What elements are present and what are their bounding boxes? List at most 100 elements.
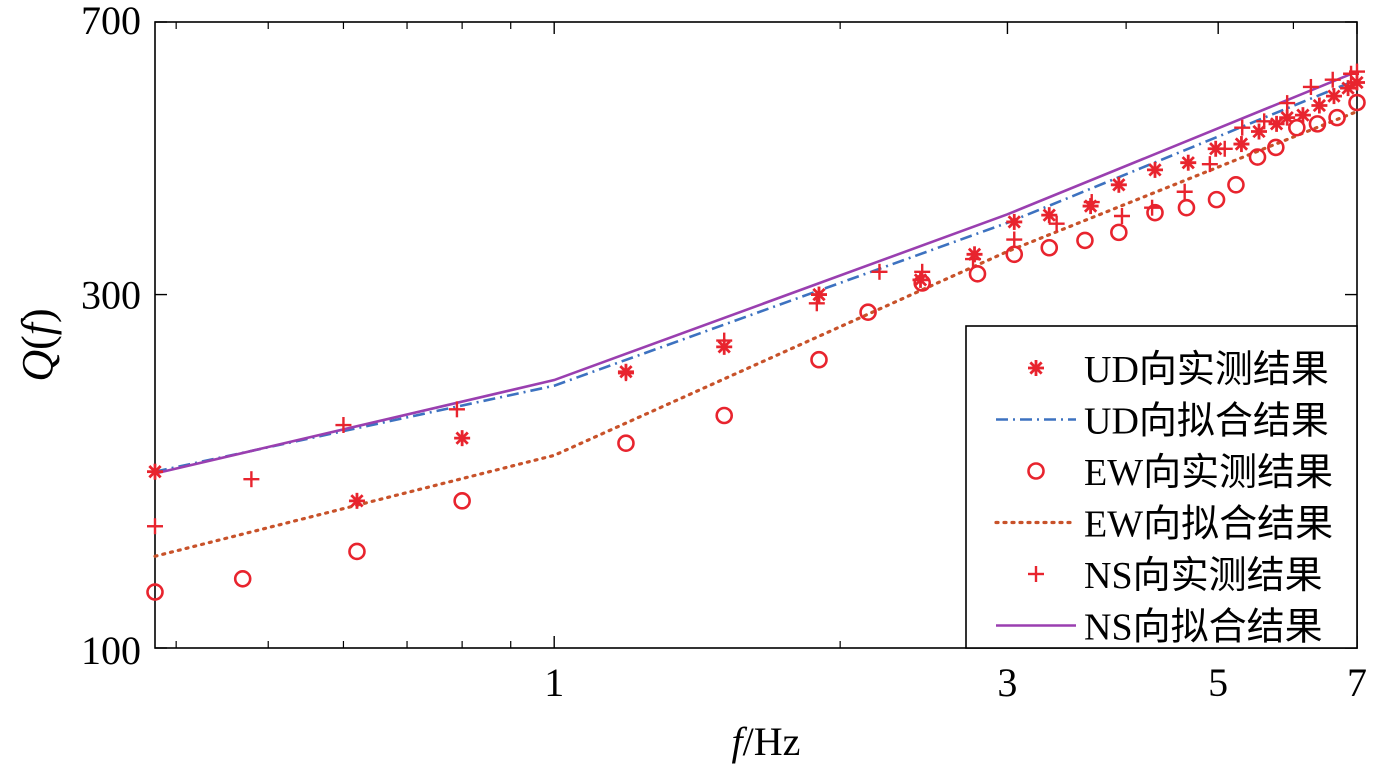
x-tick-label: 3 <box>997 660 1017 705</box>
data-point-circle-shape <box>1348 93 1366 112</box>
data-point-circle <box>1076 231 1094 250</box>
data-point-asterisk <box>1340 80 1357 97</box>
legend-marker-asterisk <box>1028 360 1044 376</box>
legend-label: NS向实测结果 <box>1084 555 1323 597</box>
y-axis-label-func: Q <box>13 350 62 382</box>
data-point-circle <box>1328 108 1346 127</box>
data-point-plus <box>243 471 260 488</box>
data-point-circle <box>1207 190 1226 209</box>
legend-marker-asterisk-arm <box>1029 361 1043 375</box>
data-point-asterisk <box>1279 109 1296 126</box>
y-tick-label: 100 <box>81 628 141 673</box>
legend-marker-circle-shape <box>1027 462 1045 480</box>
data-point-circle-shape <box>1110 223 1128 242</box>
data-point-circle-shape <box>146 583 164 601</box>
data-point-plus <box>335 417 352 434</box>
data-point-asterisk-arm <box>1234 137 1249 151</box>
series-line <box>154 78 1358 473</box>
data-point-asterisk-arm <box>812 287 826 302</box>
x-tick-label: 1 <box>544 660 564 705</box>
data-point-plus <box>965 251 982 268</box>
data-point-circle <box>453 492 471 510</box>
data-point-circle <box>348 542 366 561</box>
data-point-asterisk <box>147 463 163 480</box>
data-point-asterisk-arm <box>1252 124 1266 139</box>
data-point-circle-shape <box>1040 238 1059 257</box>
data-point-plus <box>1083 194 1100 211</box>
data-point-asterisk-arm <box>1350 75 1364 90</box>
data-point-circle-shape <box>1177 198 1196 217</box>
data-point-circle-shape <box>715 406 734 425</box>
data-point-plus <box>871 263 888 280</box>
legend-label: EW向实测结果 <box>1084 452 1333 494</box>
data-point-asterisk-arm <box>1341 81 1355 95</box>
series-line <box>153 109 1359 558</box>
data-point-circle-shape <box>1207 190 1226 209</box>
data-point-circle <box>1267 138 1285 157</box>
data-point-plus <box>914 263 931 280</box>
data-point-asterisk <box>1294 107 1311 124</box>
legend-marker-circle <box>1027 462 1045 480</box>
data-point-circle-shape <box>453 492 471 510</box>
data-point-circle-shape <box>859 303 877 322</box>
data-point-plus <box>716 332 733 349</box>
data-point-asterisk-arm <box>1312 98 1327 113</box>
data-point-circle-shape <box>810 350 828 369</box>
data-point-plus <box>1256 113 1273 130</box>
data-point-circle-shape <box>968 265 987 283</box>
data-point-circle-shape <box>1267 138 1285 157</box>
data-point-circle-shape <box>617 434 635 453</box>
legend-label: UD向实测结果 <box>1084 349 1329 391</box>
data-point-circle-shape <box>1288 118 1306 137</box>
data-point-circle-shape <box>1227 176 1245 194</box>
data-point-asterisk <box>810 286 827 303</box>
data-point-circle <box>146 583 164 601</box>
legend: UD向实测结果 UD向拟合结果 EW向实测结果 EW向拟合结果 NS向实测结果 NS向拟合… <box>965 325 1358 649</box>
data-point-asterisk-arm <box>455 431 469 445</box>
data-point-asterisk <box>454 430 471 447</box>
y-tick-label: 300 <box>81 273 141 318</box>
data-point-asterisk <box>1325 88 1342 105</box>
data-point-plus <box>1176 183 1193 200</box>
legend-label: NS向拟合结果 <box>1084 607 1323 649</box>
data-point-asterisk-arm <box>1280 110 1294 125</box>
data-point-circle-shape <box>348 542 366 561</box>
data-point-circle-shape <box>1076 231 1094 250</box>
x-axis-label: f/Hz <box>732 719 801 764</box>
data-point-circle <box>1146 203 1164 222</box>
legend-label: EW向拟合结果 <box>1084 504 1333 546</box>
data-point-plus <box>1349 63 1365 80</box>
data-point-plus <box>1216 140 1233 157</box>
data-point-circle <box>1005 245 1024 264</box>
data-point-plus <box>448 401 465 418</box>
series-line <box>154 70 1358 475</box>
data-point-plus <box>1279 95 1296 112</box>
data-point-circle <box>1177 198 1196 217</box>
data-point-circle-shape <box>1328 108 1346 127</box>
legend-label: UD向拟合结果 <box>1084 401 1329 443</box>
data-point-asterisk <box>1268 115 1285 132</box>
data-point-circle-shape <box>1308 115 1327 133</box>
data-point-circle-shape <box>233 569 252 588</box>
data-point-asterisk <box>1146 161 1163 178</box>
data-point-plus <box>1324 71 1341 88</box>
data-point-plus <box>1144 199 1161 216</box>
data-point-asterisk <box>1041 207 1058 224</box>
y-axis-label: Q(f) <box>13 308 62 381</box>
axes: 1 3 5 7 100 300 700 f/Hz Q(f) <box>13 0 1367 764</box>
data-point-asterisk-arm <box>1042 208 1056 222</box>
series-layer <box>146 63 1366 601</box>
data-point-plus <box>808 295 825 312</box>
data-point-circle <box>715 406 734 425</box>
data-point-asterisk-arm <box>1327 89 1341 103</box>
data-point-circle <box>1110 223 1128 242</box>
data-point-plus <box>1201 156 1218 173</box>
data-point-circle <box>617 434 635 453</box>
data-point-asterisk <box>348 492 365 509</box>
data-point-plus <box>1048 215 1065 232</box>
data-point-circle-shape <box>1248 148 1267 166</box>
legend-box <box>965 325 1358 649</box>
data-point-circle <box>1288 118 1306 137</box>
data-point-asterisk-arm <box>1181 156 1195 170</box>
